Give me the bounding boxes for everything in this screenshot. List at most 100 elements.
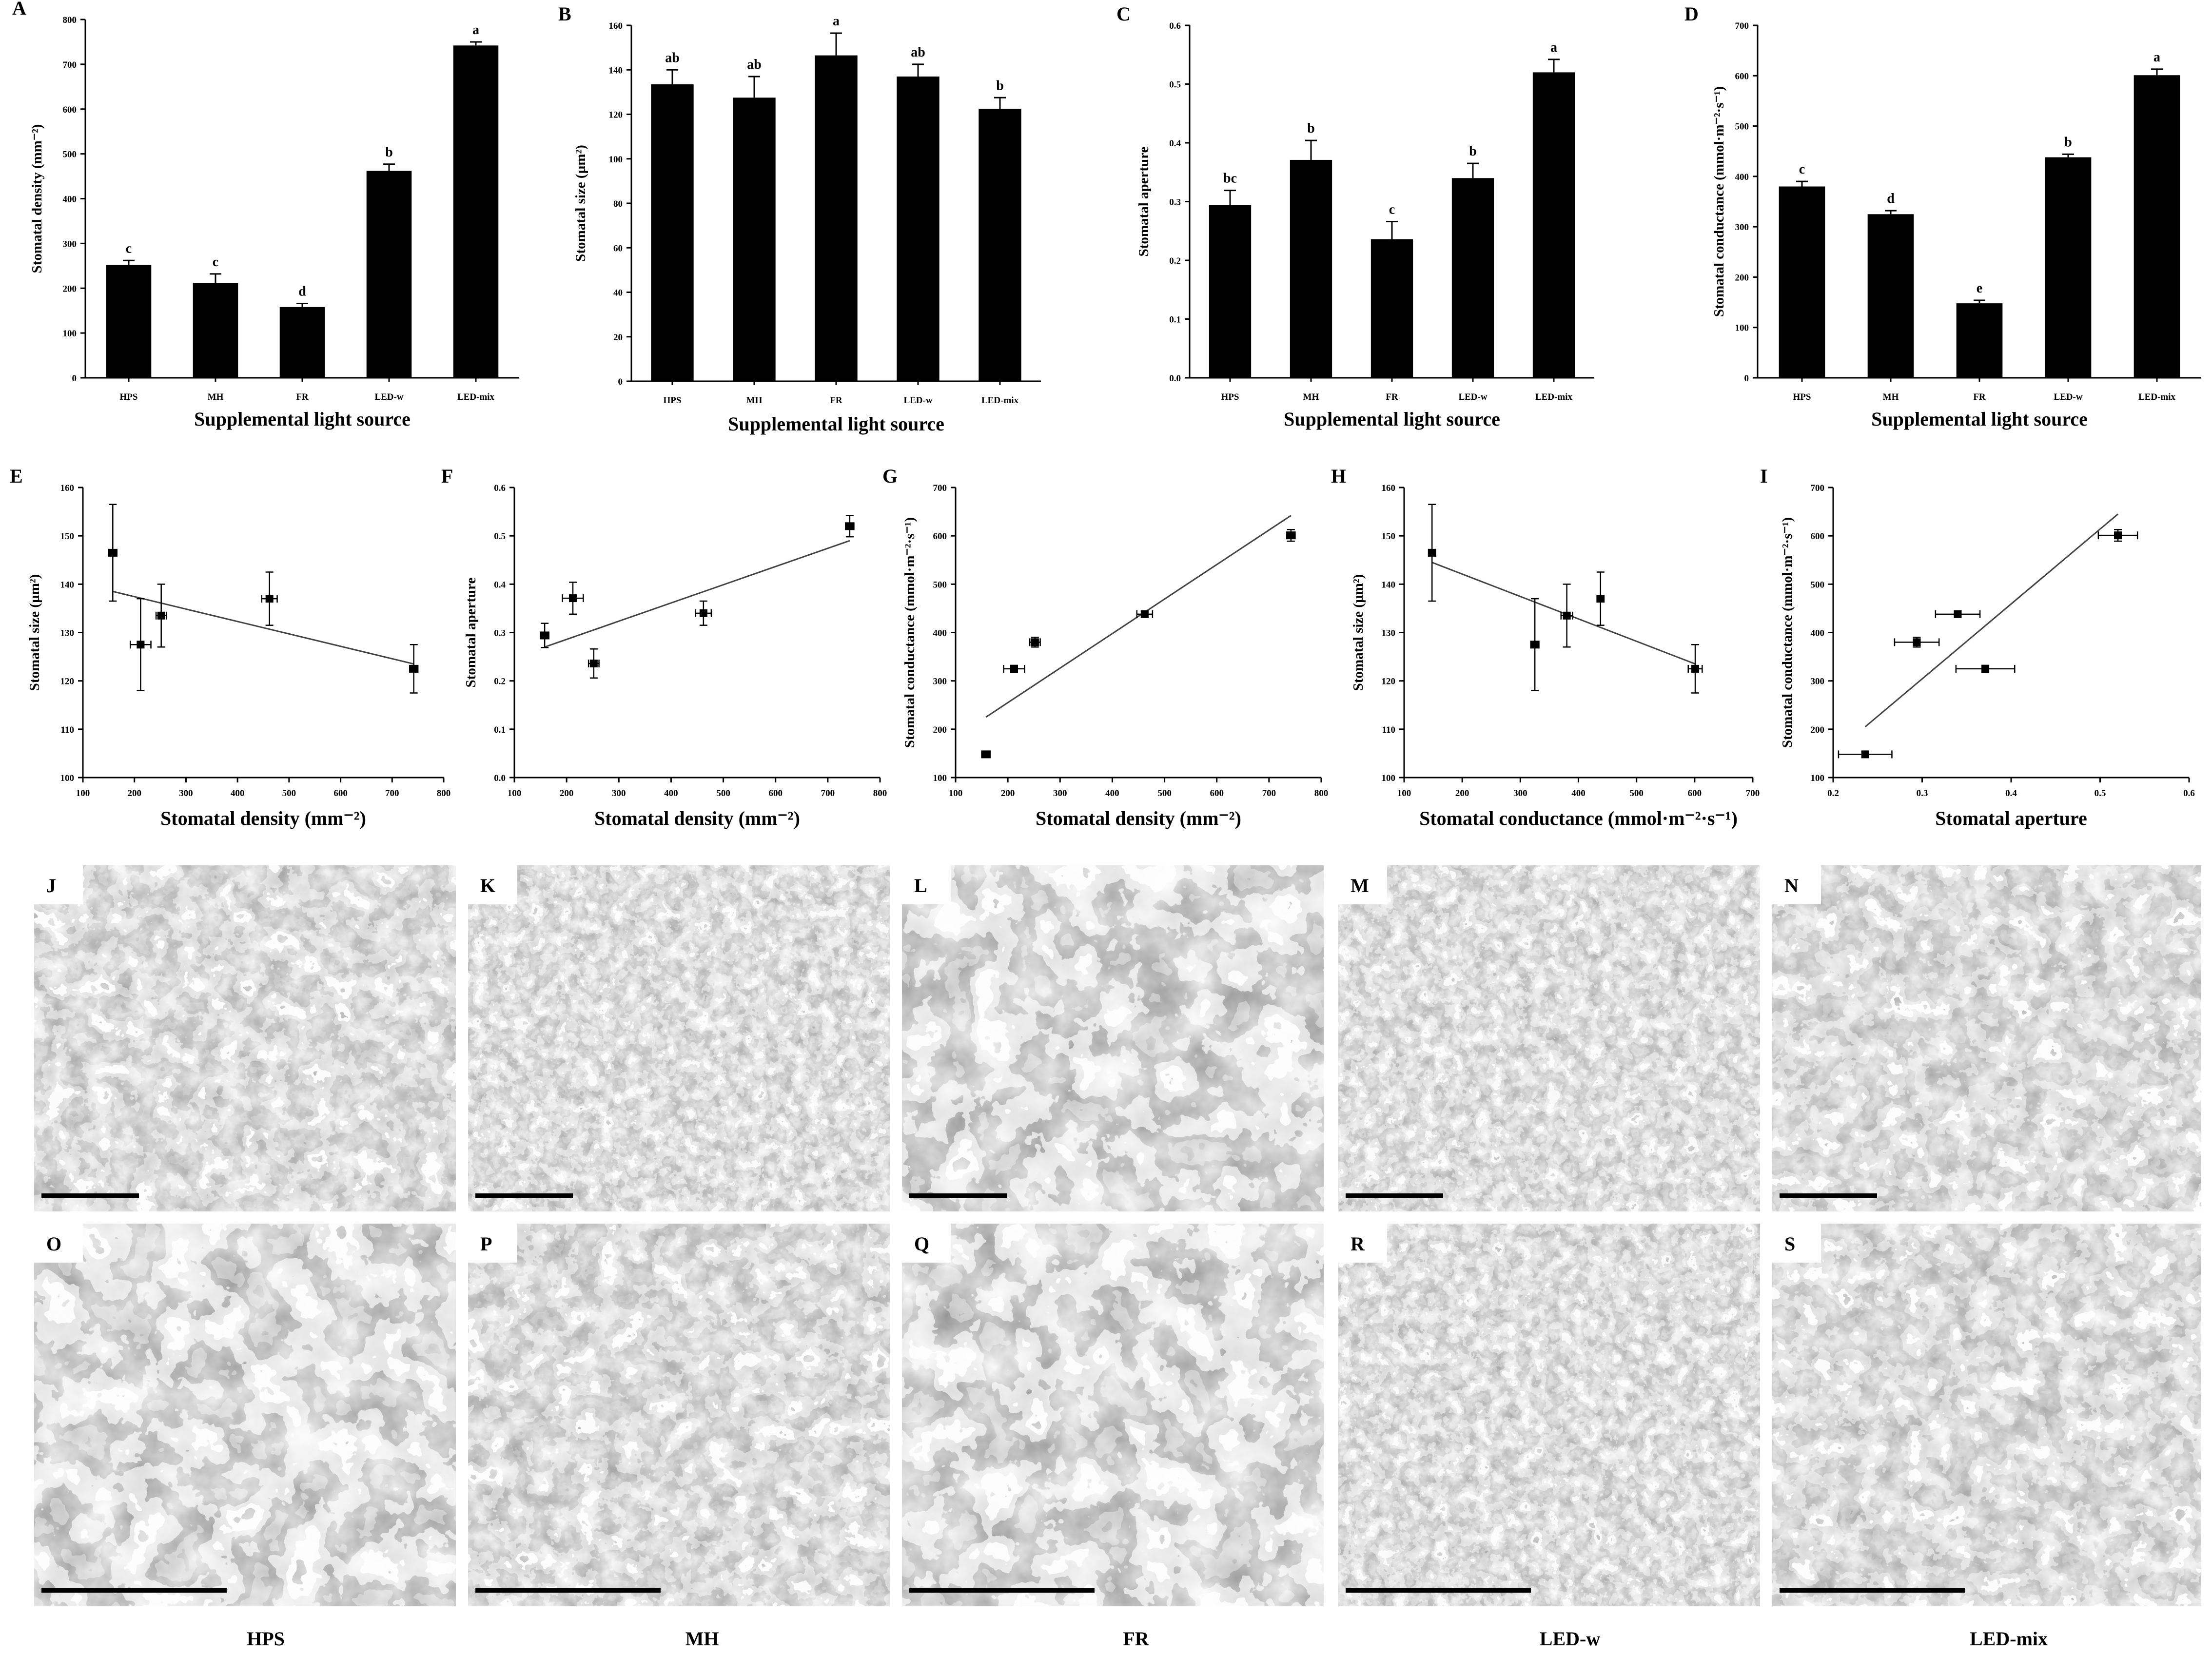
- bar: [193, 283, 238, 378]
- x-tick-label: FR: [1973, 392, 1986, 402]
- y-tick-label: 110: [1382, 725, 1395, 735]
- y-tick-label: 0.2: [1169, 256, 1181, 266]
- bar-chart-panel: A 0 100 200 300 400 500 600 700 800 Stomatal densi…: [12, 0, 519, 430]
- y-tick-label: 800: [63, 15, 77, 25]
- bar: [453, 45, 499, 378]
- y-tick-label: 700: [933, 483, 947, 493]
- y-tick-label: 120: [60, 677, 75, 687]
- x-tick-label: 700: [1746, 788, 1760, 799]
- y-tick-label: 160: [1382, 483, 1396, 493]
- significance-letter: bc: [1223, 171, 1237, 186]
- sem-image-mh-low: K: [468, 865, 890, 1211]
- significance-letter: a: [472, 22, 479, 38]
- y-tick-label: 0.1: [1169, 315, 1181, 325]
- data-point: [1913, 638, 1921, 646]
- y-tick-label: 500: [933, 580, 947, 590]
- y-tick-label: 0.2: [494, 677, 506, 687]
- y-tick-label: 500: [1811, 580, 1825, 590]
- regression-line: [544, 540, 850, 648]
- x-tick-label: 100: [1397, 788, 1411, 799]
- sem-image-ledmix-high: S: [1772, 1224, 2201, 1606]
- panel-label-q: Q: [914, 1233, 929, 1255]
- bar: [279, 307, 325, 378]
- x-tick-label: 400: [231, 788, 245, 799]
- x-tick-label: MH: [208, 392, 224, 402]
- data-point: [157, 611, 165, 620]
- y-tick-label: 0: [618, 377, 623, 387]
- significance-letter: d: [1887, 191, 1895, 206]
- x-tick-label: FR: [1386, 392, 1398, 402]
- sem-image-ledw-low: M: [1338, 865, 1760, 1211]
- data-point: [410, 664, 418, 673]
- panel-label-s: S: [1784, 1233, 1795, 1255]
- y-tick-label: 700: [1735, 21, 1749, 31]
- data-point: [1140, 610, 1149, 618]
- bar: [106, 265, 152, 378]
- x-tick-label: 0.2: [1827, 788, 1839, 799]
- x-tick-label: FR: [296, 392, 309, 402]
- sem-image-ledmix-low: N: [1772, 865, 2201, 1211]
- scatter-panel: I 100 200 300 400 500 600 700 Stomatal conductan…: [1760, 465, 2195, 829]
- x-axis-label: Stomatal conductance (mmol·m⁻²·s⁻¹): [1419, 807, 1738, 829]
- x-tick-label: FR: [830, 395, 842, 406]
- data-point: [1563, 611, 1571, 620]
- x-tick-label: LED-w: [1458, 392, 1487, 402]
- scale-bar: [1346, 1193, 1443, 1198]
- y-tick-label: 600: [933, 531, 947, 542]
- caption-hps: HPS: [247, 1628, 285, 1650]
- scatter-panel: E 100 110 120 130 140 150 160 Stomatal size (µm²…: [10, 465, 450, 829]
- y-tick-label: 0.3: [1169, 197, 1181, 208]
- x-tick-label: LED-w: [2054, 392, 2082, 402]
- data-point: [265, 595, 274, 603]
- y-tick-label: 60: [613, 243, 623, 253]
- significance-letter: c: [1389, 202, 1395, 217]
- x-tick-label: MH: [746, 395, 763, 406]
- y-tick-label: 150: [60, 531, 75, 542]
- y-tick-label: 100: [1382, 773, 1396, 783]
- panel-label: G: [882, 465, 898, 487]
- y-tick-label: 160: [609, 21, 623, 31]
- y-tick-label: 0.6: [494, 483, 506, 493]
- x-tick-label: 300: [612, 788, 626, 799]
- x-tick-label: 700: [1262, 788, 1276, 799]
- y-tick-label: 140: [609, 65, 623, 76]
- sem-image-hps-high: O: [34, 1224, 456, 1606]
- significance-letter: ab: [747, 57, 762, 72]
- regression-line: [112, 590, 414, 665]
- scatter-panel: F 0.0 0.1 0.2 0.3 0.4 0.5 0.6 Stomatal aperture S…: [441, 465, 887, 829]
- regression-line: [985, 515, 1292, 718]
- panel-label: E: [10, 465, 23, 487]
- data-point: [1596, 595, 1605, 603]
- y-tick-label: 120: [609, 110, 623, 120]
- x-tick-label: 400: [1105, 788, 1119, 799]
- data-point: [1691, 664, 1700, 673]
- x-tick-label: HPS: [120, 392, 138, 402]
- x-tick-label: 500: [282, 788, 296, 799]
- y-tick-label: 400: [933, 628, 947, 639]
- x-tick-label: 700: [821, 788, 835, 799]
- bar: [1451, 178, 1494, 378]
- sem-image-ledw-high: R: [1338, 1224, 1760, 1606]
- bar: [979, 109, 1021, 381]
- x-tick-label: 0.3: [1917, 788, 1928, 799]
- sem-image-fr-high: Q: [902, 1224, 1324, 1606]
- x-tick-label: LED-mix: [457, 392, 495, 402]
- y-axis-label: Stomatal size (µm²): [1351, 574, 1366, 691]
- x-tick-label: 800: [1314, 788, 1329, 799]
- scale-bar: [909, 1588, 1095, 1593]
- y-tick-label: 0.0: [494, 773, 506, 783]
- bar: [366, 171, 412, 378]
- significance-letter: c: [213, 254, 218, 270]
- x-tick-label: 100: [76, 788, 90, 799]
- bar: [815, 55, 858, 381]
- bar: [1867, 214, 1914, 378]
- data-point: [1010, 664, 1018, 673]
- bar: [1532, 72, 1575, 378]
- panel-label-j: J: [46, 875, 56, 897]
- x-tick-label: 300: [1053, 788, 1067, 799]
- caption-mh: MH: [685, 1628, 719, 1650]
- significance-letter: a: [833, 14, 840, 29]
- y-tick-label: 150: [1382, 531, 1396, 542]
- bar: [1370, 239, 1413, 378]
- y-tick-label: 0.1: [494, 725, 506, 735]
